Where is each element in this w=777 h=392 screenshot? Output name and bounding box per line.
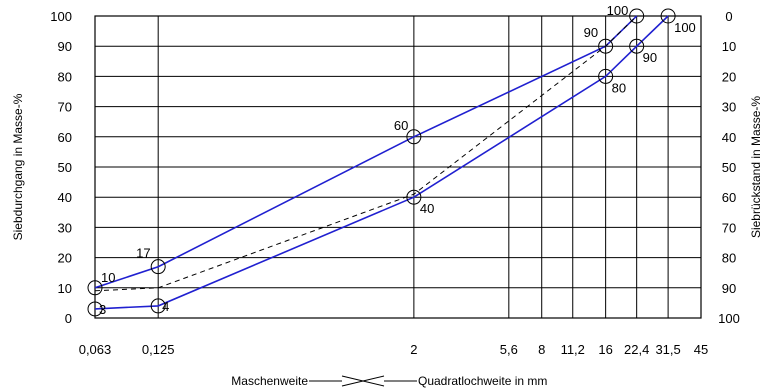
series <box>87 8 676 317</box>
y-tick-label-left: 20 <box>58 251 72 266</box>
data-point-marker <box>406 189 422 205</box>
y-tick-label-right: 20 <box>722 69 736 84</box>
data-point-marker <box>660 8 676 24</box>
data-point-marker <box>150 259 166 275</box>
x-tick-label: 22,4 <box>624 342 649 357</box>
x-axis-arrow-symbol <box>309 375 417 387</box>
data-label: 90 <box>643 50 657 65</box>
grid <box>94 15 702 319</box>
lower-envelope-line <box>94 15 669 310</box>
x-tick-label: 0,125 <box>142 342 175 357</box>
y-tick-label-left: 70 <box>58 100 72 115</box>
mid-curve-line <box>94 15 638 292</box>
y-tick-label-left: 60 <box>58 130 72 145</box>
x-tick-label: 31,5 <box>655 342 680 357</box>
plot-frame <box>94 15 702 319</box>
data-label: 100 <box>674 20 696 35</box>
data-label: 90 <box>584 25 598 40</box>
x-tick-label: 0,063 <box>79 342 112 357</box>
y-tick-label-right: 40 <box>722 130 736 145</box>
data-label: 4 <box>162 299 169 314</box>
y-tick-label-left: 90 <box>58 39 72 54</box>
x-tick-label: 45 <box>694 342 708 357</box>
data-label: 40 <box>420 201 434 216</box>
y-tick-label-right: 30 <box>722 100 736 115</box>
data-point-marker <box>629 8 645 24</box>
y-tick-label-left: 40 <box>58 190 72 205</box>
data-point-marker <box>87 301 103 317</box>
data-labels: 10 17 60 90 100 3 4 40 80 90 100 <box>99 3 696 317</box>
data-point-marker <box>406 129 422 145</box>
x-tick-label: 2 <box>410 342 417 357</box>
data-point-marker <box>150 298 166 314</box>
y-axis-label-right: Siebrückstand in Masse-% <box>749 96 763 238</box>
y-tick-label-right: 10 <box>722 39 736 54</box>
x-tick-label: 8 <box>538 342 545 357</box>
y-tick-label-right: 80 <box>722 251 736 266</box>
y-tick-label-right: 50 <box>722 160 736 175</box>
y-tick-label-left: 10 <box>58 281 72 296</box>
x-tick-label: 11,2 <box>561 342 585 357</box>
data-point-marker <box>87 280 103 296</box>
y-tick-label-left: 80 <box>58 69 72 84</box>
y-tick-label-left: 30 <box>58 220 72 235</box>
y-tick-label-right: 70 <box>722 220 736 235</box>
data-label: 10 <box>101 270 115 285</box>
y-tick-label-right: 100 <box>718 311 740 326</box>
x-tick-label: 5,6 <box>500 342 518 357</box>
y-axis-label-left: Siebdurchgang in Masse-% <box>11 93 25 240</box>
data-point-marker <box>629 38 645 54</box>
x-axis-label-right: Quadratlochweite in mm <box>418 374 547 388</box>
y-tick-label-right: 0 <box>725 9 732 24</box>
y-tick-label-left: 50 <box>58 160 72 175</box>
data-label: 17 <box>136 246 150 261</box>
y-tick-label-right: 90 <box>722 281 736 296</box>
data-point-marker <box>598 68 614 84</box>
data-point-marker <box>598 38 614 54</box>
data-label: 60 <box>394 118 408 133</box>
upper-envelope-line <box>94 15 638 289</box>
data-label: 3 <box>99 302 106 317</box>
y-tick-label-right: 60 <box>722 190 736 205</box>
x-axis-label-left: Maschenweite <box>231 374 308 388</box>
y-tick-label-left: 100 <box>50 9 72 24</box>
y-tick-label-left: 0 <box>65 311 72 326</box>
data-label: 80 <box>612 80 626 95</box>
data-label: 100 <box>607 3 629 18</box>
x-tick-label: 16 <box>598 342 612 357</box>
